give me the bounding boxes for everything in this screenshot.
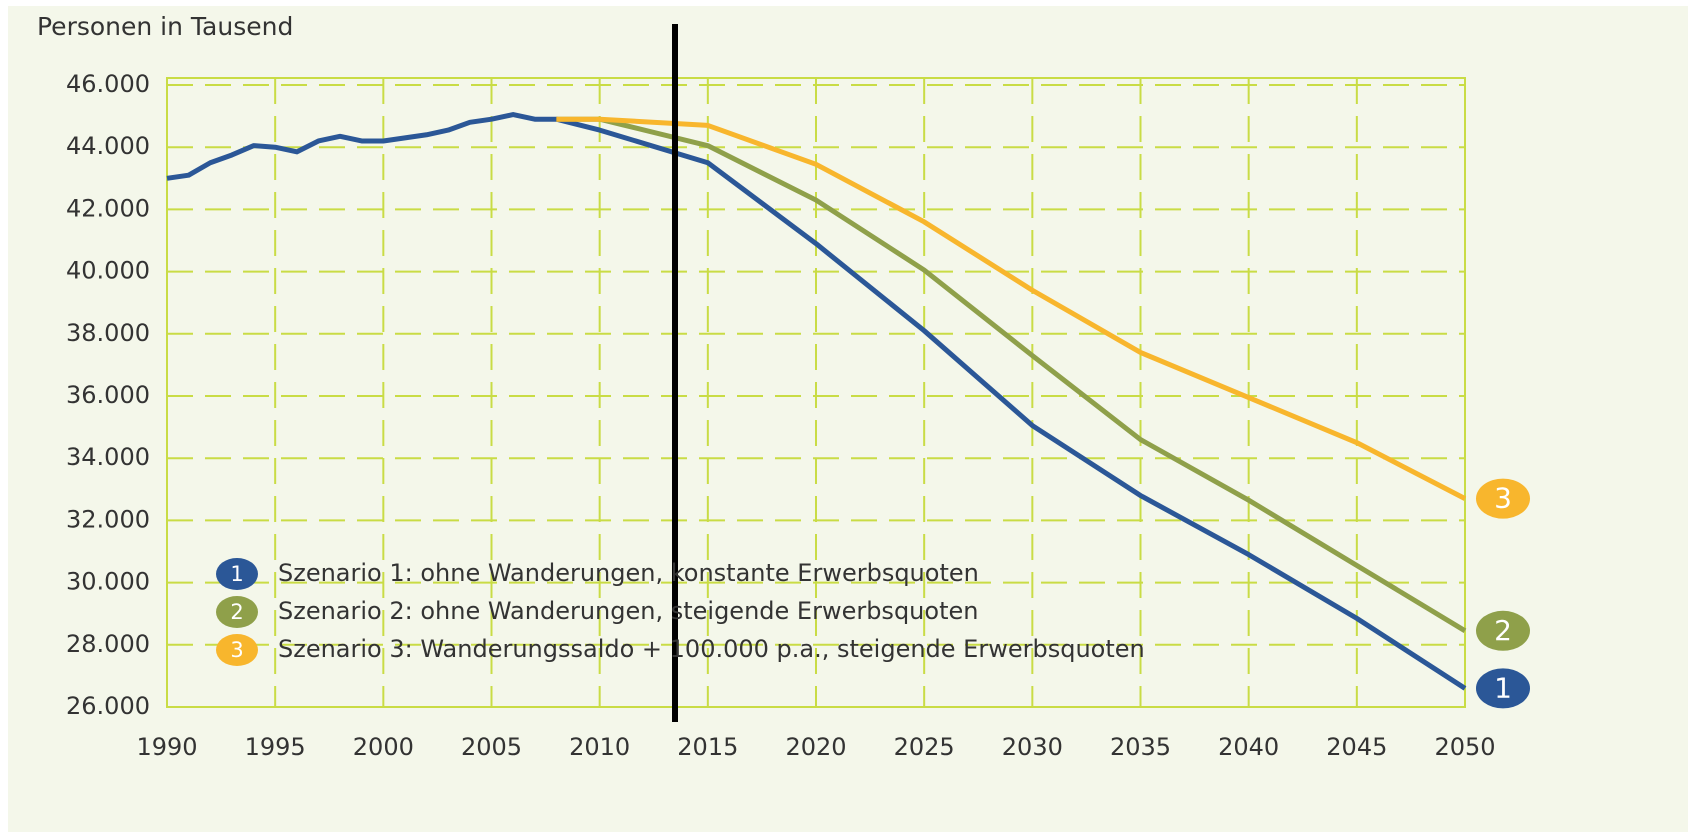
y-tick-label: 26.000 <box>66 692 150 720</box>
end-badge <box>1476 668 1530 709</box>
series-line <box>166 112 1467 691</box>
x-tick-label: 2005 <box>461 733 522 761</box>
y-tick-label: 40.000 <box>66 257 150 285</box>
background <box>8 6 1688 832</box>
legend-badge <box>216 596 258 628</box>
x-tick-label: 2030 <box>1002 733 1063 761</box>
y-tick-label: 44.000 <box>66 132 150 160</box>
legend-badge-label: 2 <box>230 600 243 624</box>
y-axis-title: Personen in Tausend <box>37 12 293 41</box>
labels: 26.000 28.000 30.000 32.000 34.000 36.000 38.0… <box>66 70 1530 761</box>
x-tick-label: 2025 <box>894 733 955 761</box>
x-tick-label: 2045 <box>1326 733 1387 761</box>
y-tick-label: 38.000 <box>66 319 150 347</box>
legend-badge-label: 3 <box>230 638 243 662</box>
y-tick-label: 32.000 <box>66 505 150 533</box>
end-badge-label: 3 <box>1494 482 1512 515</box>
x-tick-label: 2000 <box>353 733 414 761</box>
legend-label: Szenario 3: Wanderungssaldo + 100.000 p.… <box>278 635 1145 663</box>
legend-badge-label: 1 <box>230 562 243 586</box>
legend-badge <box>216 558 258 590</box>
y-tick-label: 46.000 <box>66 70 150 98</box>
end-badge-label: 1 <box>1494 671 1512 704</box>
x-tick-label: 1995 <box>245 733 306 761</box>
series-line <box>556 116 1467 501</box>
series-line <box>556 116 1467 633</box>
y-tick-label: 42.000 <box>66 194 150 222</box>
y-tick-label: 34.000 <box>66 443 150 471</box>
legend-label: Szenario 1: ohne Wanderungen, konstante … <box>278 559 979 587</box>
x-tick-label: 2050 <box>1434 733 1495 761</box>
x-tick-label: 2015 <box>677 733 738 761</box>
y-tick-label: 36.000 <box>66 381 150 409</box>
legend-label: Szenario 2: ohne Wanderungen, steigende … <box>278 597 978 625</box>
x-tick-label: 2010 <box>569 733 630 761</box>
x-tick-label: 1990 <box>136 733 197 761</box>
lines <box>166 112 1467 691</box>
x-tick-label: 2035 <box>1110 733 1171 761</box>
end-badge-label: 2 <box>1494 614 1512 647</box>
x-tick-label: 2020 <box>785 733 846 761</box>
x-tick-label: 2040 <box>1218 733 1279 761</box>
legend-badge <box>216 634 258 666</box>
end-badge <box>1476 478 1530 519</box>
y-tick-label: 28.000 <box>66 630 150 658</box>
end-badge <box>1476 610 1530 651</box>
y-tick-label: 30.000 <box>66 568 150 596</box>
